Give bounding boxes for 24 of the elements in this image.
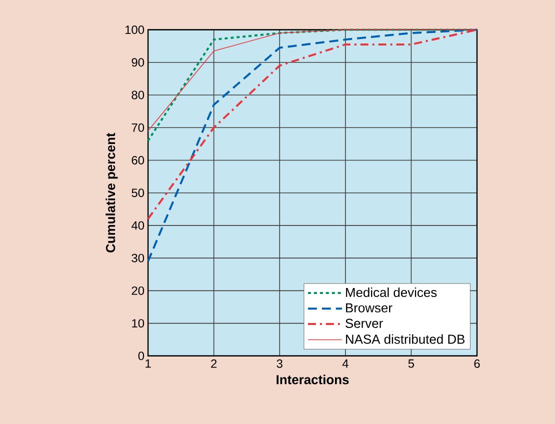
y-tick-label: 20 <box>132 286 144 295</box>
y-axis-title: Cumulative percent <box>106 132 118 252</box>
legend-label: Medical devices <box>346 288 437 298</box>
x-tick-label: 1 <box>146 359 151 368</box>
x-tick-label: 5 <box>408 359 414 368</box>
x-axis-title: Interactions <box>276 374 349 384</box>
line-series <box>147 28 478 262</box>
y-tick-label: 10 <box>132 319 144 328</box>
x-tick-label: 2 <box>211 359 217 368</box>
x-tick-label: 4 <box>342 359 348 368</box>
y-tick-label: 90 <box>132 58 144 67</box>
y-tick-label: 30 <box>132 254 144 262</box>
y-tick-label: 70 <box>132 123 144 132</box>
y-tick-label: 60 <box>132 156 144 164</box>
y-tick-label: 100 <box>125 26 144 34</box>
y-tick-label: 40 <box>131 221 144 230</box>
y-tick-label: 0 <box>138 352 144 360</box>
y-tick-label: 50 <box>132 188 144 198</box>
legend-label: NASA distributed DB <box>346 334 465 344</box>
legend-label: Server <box>346 318 383 328</box>
legend-label: Browser <box>346 303 392 312</box>
x-tick-label: 3 <box>276 359 282 368</box>
y-tick-label: 80 <box>132 90 144 100</box>
x-tick-label: 6 <box>474 359 480 368</box>
